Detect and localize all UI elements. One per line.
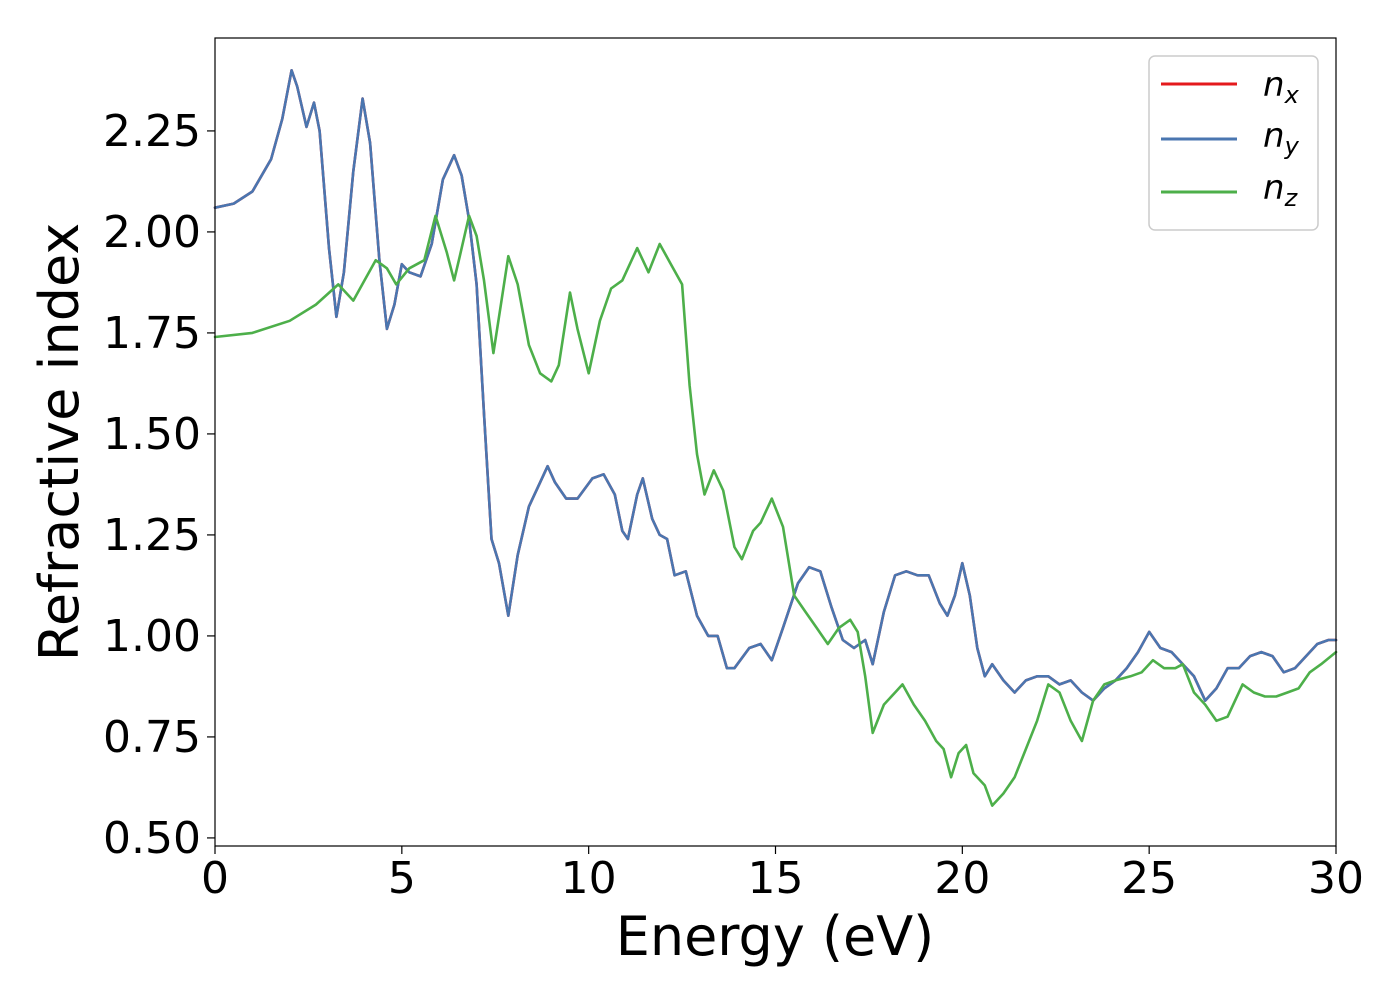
- x-tick-label: 0: [201, 853, 229, 904]
- y-tick-label: 1.75: [103, 308, 201, 359]
- y-tick-label: 1.25: [103, 510, 201, 561]
- series-line-ny: [213, 69, 1338, 702]
- y-tick-label: 1.50: [103, 409, 201, 460]
- y-tick-label: 1.00: [103, 611, 201, 662]
- x-tick-label: 10: [561, 853, 617, 904]
- x-tick-label: 20: [934, 853, 990, 904]
- y-axis-title: Refractive index: [28, 223, 91, 662]
- legend: nx ny nz: [1148, 55, 1319, 231]
- legend-label-nx: nx: [1263, 65, 1300, 109]
- legend-label-ny: ny: [1263, 116, 1300, 160]
- x-tick-label: 25: [1121, 853, 1177, 904]
- y-tick-label: 2.25: [103, 106, 201, 157]
- y-tick-label: 0.50: [103, 813, 201, 864]
- series-layer: [213, 69, 1338, 807]
- legend-box: [1148, 55, 1319, 231]
- x-tick-label: 5: [388, 853, 416, 904]
- y-tick-label: 0.75: [103, 712, 201, 763]
- plot-frame: [214, 37, 1337, 847]
- tick-layer: 0 5 10 15 20 25 30 0.50 0.75 1.00 1.25 1.50 1.75 2.00…: [103, 106, 1364, 904]
- x-axis-title: Energy (eV): [616, 905, 935, 968]
- legend-label-nz: nz: [1263, 168, 1299, 212]
- x-tick-label: 30: [1308, 853, 1364, 904]
- x-tick-label: 15: [748, 853, 804, 904]
- series-line-nz: [213, 214, 1338, 807]
- y-tick-label: 2.00: [103, 207, 201, 258]
